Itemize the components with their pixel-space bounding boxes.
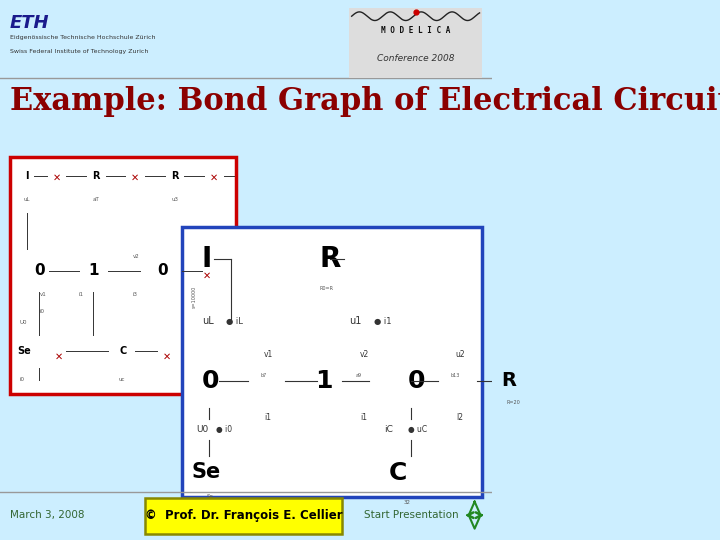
Text: uL: uL: [202, 316, 213, 326]
Text: 1: 1: [88, 263, 99, 278]
Text: uL: uL: [24, 197, 30, 202]
Bar: [10, 157, 236, 394]
Text: 0: 0: [157, 263, 168, 278]
Text: C: C: [389, 461, 407, 484]
Text: ETH: ETH: [10, 14, 50, 31]
Text: i3: i3: [132, 292, 138, 297]
Text: b13: b13: [450, 373, 459, 378]
Text: a9: a9: [356, 373, 362, 378]
Text: iC: iC: [384, 425, 392, 434]
Text: ● i1: ● i1: [374, 317, 391, 326]
Text: I: I: [25, 171, 29, 180]
Text: i1: i1: [264, 413, 271, 422]
Text: i0: i0: [40, 308, 45, 314]
Text: u3: u3: [171, 197, 178, 202]
Text: 32: 32: [403, 500, 410, 504]
Bar: [349, 8, 482, 78]
Text: ✕: ✕: [131, 173, 139, 183]
Text: Se: Se: [192, 462, 221, 483]
Text: Start Presentation: Start Presentation: [364, 510, 459, 520]
Text: uc: uc: [118, 377, 125, 382]
Text: ● i0: ● i0: [217, 425, 233, 434]
Text: U0: U0: [19, 320, 27, 326]
Text: 0: 0: [408, 369, 426, 393]
Text: Eidgenössische Technische Hochschule Zürich: Eidgenössische Technische Hochschule Zür…: [10, 35, 156, 40]
Text: R0=R: R0=R: [320, 286, 333, 291]
Text: l2: l2: [456, 413, 464, 422]
Text: ✕: ✕: [202, 271, 211, 281]
Text: i1: i1: [78, 292, 84, 297]
Bar: [145, 498, 342, 534]
Text: I: I: [202, 245, 212, 273]
Text: Swiss Federal Institute of Technology Zurich: Swiss Federal Institute of Technology Zu…: [10, 49, 148, 53]
Text: March 3, 2008: March 3, 2008: [10, 510, 84, 520]
Text: i0: i0: [19, 377, 24, 382]
Text: s=10000: s=10000: [192, 286, 197, 308]
Text: i1: i1: [361, 413, 367, 422]
Text: v2: v2: [132, 254, 140, 259]
Text: Se: Se: [18, 347, 32, 356]
Text: ✕: ✕: [55, 352, 63, 362]
Text: v1: v1: [40, 292, 46, 297]
Text: ✕: ✕: [210, 173, 218, 183]
Text: R: R: [502, 371, 517, 390]
Text: 0: 0: [34, 263, 45, 278]
Text: ©  Prof. Dr. François E. Cellier: © Prof. Dr. François E. Cellier: [145, 509, 342, 522]
Text: U0: U0: [197, 425, 209, 434]
Bar: [182, 227, 482, 497]
Text: b7: b7: [260, 373, 266, 378]
Text: 1: 1: [315, 369, 332, 393]
Text: v2: v2: [359, 350, 369, 359]
Text: u2: u2: [455, 350, 464, 359]
Text: R: R: [92, 171, 99, 180]
Text: ✕: ✕: [53, 173, 60, 183]
Text: R: R: [171, 171, 179, 180]
Text: ● uC: ● uC: [408, 425, 428, 434]
Text: Conference 2008: Conference 2008: [377, 54, 454, 63]
Text: ● iL: ● iL: [226, 317, 243, 326]
Text: 0: 0: [202, 369, 219, 393]
Text: u1: u1: [349, 316, 361, 326]
Text: C: C: [120, 347, 127, 356]
Text: aT: aT: [93, 197, 99, 202]
Text: ✕: ✕: [163, 352, 171, 362]
Text: R=20: R=20: [507, 400, 521, 405]
Text: v1: v1: [264, 350, 273, 359]
Text: R: R: [320, 245, 341, 273]
Text: Se: Se: [207, 494, 213, 499]
Text: M O D E L I C A: M O D E L I C A: [381, 26, 450, 35]
Text: Example: Bond Graph of Electrical Circuit III: Example: Bond Graph of Electrical Circui…: [10, 86, 720, 117]
